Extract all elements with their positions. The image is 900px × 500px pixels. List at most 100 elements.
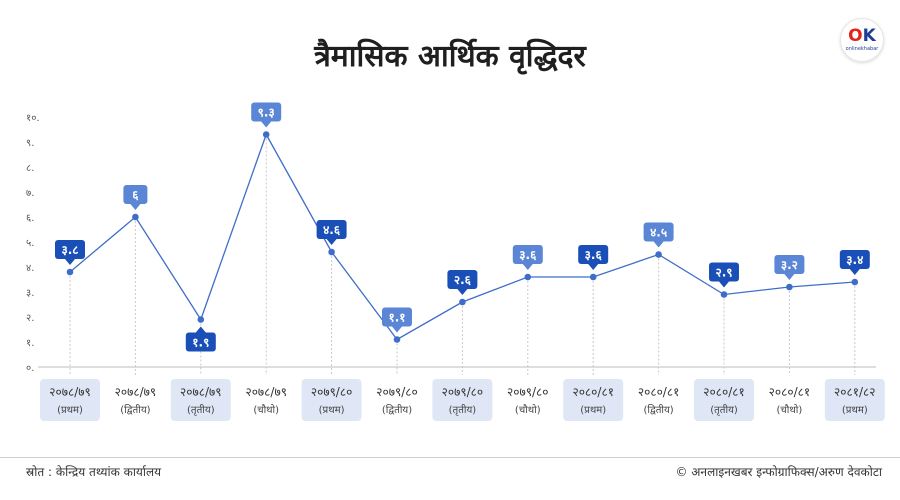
data-label-text: १.१ (388, 311, 405, 325)
x-category-quarter: (द्वितीय) (643, 404, 673, 416)
x-category-bg (40, 379, 100, 421)
data-label-text: ४.६ (323, 223, 341, 237)
x-category-year: २०७८/७९ (115, 385, 156, 399)
data-label: ४.६ (316, 220, 347, 245)
x-category-quarter: (द्वितीय) (382, 404, 412, 416)
x-category-quarter: (प्रथम) (319, 405, 345, 416)
x-category-year: २०७९/८० (442, 385, 483, 399)
data-label-pointer (522, 264, 533, 270)
data-label-pointer (457, 289, 468, 295)
data-label-text: ६ (132, 188, 139, 202)
x-category-quarter: (तृतीय) (449, 404, 477, 416)
y-tick-label: १. (26, 338, 34, 349)
x-category-quarter: (प्रथम) (580, 405, 606, 416)
data-label-text: ३.२ (781, 258, 798, 272)
x-category-bg (694, 379, 754, 421)
x-category: २०७८/७९ (तृतीय) (170, 379, 231, 421)
data-label: ३.४ (839, 250, 870, 275)
data-label-pointer (392, 326, 402, 333)
source-note: स्रोत : केन्द्रिय तथ्यांक कार्यालय (26, 465, 162, 479)
data-label-pointer (588, 264, 599, 270)
x-category-quarter: (चौथो) (253, 404, 279, 416)
data-label-pointer (195, 326, 206, 333)
data-label-text: ३.६ (519, 248, 537, 262)
data-label-text: ३.६ (585, 248, 603, 262)
data-label-text: ३.४ (846, 253, 863, 267)
x-category-bg (301, 379, 362, 421)
x-category-year: २०७९/८० (311, 385, 352, 399)
x-category: २०७९/८० (द्वितीय) (376, 385, 417, 416)
data-point (524, 273, 532, 281)
onlinekhabar-logo: OK onlinekhabar (840, 18, 884, 62)
data-label-box (251, 102, 282, 122)
x-category-year: २०८१/८२ (834, 385, 875, 399)
chart-title: त्रैमासिक आर्थिक वृद्धिदर (314, 39, 586, 74)
data-label-box (578, 245, 609, 264)
x-category-quarter: (प्रथम) (57, 405, 83, 416)
x-category: २०८०/८१ (प्रथम) (563, 379, 624, 421)
data-point (655, 251, 662, 258)
y-axis-ticks: ०. १. २. ३. ४. ५. ६. ७. ८. ९. १०. (26, 113, 40, 374)
data-point (459, 298, 466, 306)
data-label-text: १.९ (192, 336, 209, 350)
x-category-bg (432, 379, 493, 421)
data-label-pointer (130, 204, 141, 210)
x-category: २०८०/८१ (तृतीय) (694, 379, 754, 421)
data-label-box (839, 250, 870, 269)
x-category-year: २०७८/७९ (245, 385, 286, 399)
data-label-pointer (719, 281, 729, 288)
data-label-text: २.६ (454, 273, 472, 287)
data-label-text: ३.८ (61, 243, 78, 257)
y-tick-label: ८. (26, 163, 34, 174)
data-point (262, 131, 270, 138)
data-point (589, 273, 597, 281)
x-category-year: २०७८/७९ (180, 385, 221, 399)
x-category: २०७८/७९ (चौथो) (245, 385, 286, 416)
data-point (851, 278, 859, 286)
data-label-box (774, 255, 805, 274)
grid-layer (38, 134, 876, 375)
y-tick-label: १०. (26, 113, 40, 124)
x-category-quarter: (प्रथम) (842, 405, 868, 416)
y-tick-label: ७. (26, 188, 34, 199)
data-label-text: ९.३ (258, 106, 275, 120)
x-category: २०७९/८० (चौथो) (507, 385, 548, 416)
data-label-box (447, 270, 478, 289)
data-point (720, 291, 728, 298)
x-category: २०७८/७९ (प्रथम) (40, 379, 100, 421)
y-tick-label: ९. (26, 138, 34, 149)
x-category: २०८०/८१ (द्वितीय) (638, 385, 679, 416)
data-label-pointer (653, 241, 664, 248)
data-label-box (55, 240, 85, 259)
x-category-year: २०७९/८० (507, 385, 548, 399)
data-label: ३.६ (578, 245, 609, 270)
data-point (786, 283, 793, 291)
credit-note: © अनलाइनखबर इन्फोग्राफिक्स/अरुण देवकोटा (675, 465, 882, 479)
data-label: २.९ (709, 262, 739, 288)
x-category: २०८१/८२ (प्रथम) (824, 379, 885, 421)
x-category: २०८०/८१ (चौथो) (769, 385, 810, 416)
data-label-box (382, 307, 412, 327)
x-category: २०७९/८० (प्रथम) (301, 379, 362, 421)
data-label: १.९ (185, 326, 216, 352)
data-label: ९.३ (251, 102, 282, 128)
data-label-text: ४.५ (650, 226, 667, 240)
data-point (328, 248, 335, 256)
data-label: ३.८ (55, 240, 85, 265)
y-tick-label: ३. (26, 288, 34, 299)
data-label-box (123, 185, 148, 204)
y-tick-label: २. (26, 313, 34, 324)
data-point (132, 213, 139, 221)
data-point (66, 268, 74, 276)
data-label-text: २.९ (715, 266, 732, 280)
y-tick-label: ०. (26, 363, 34, 374)
x-category-quarter: (चौथो) (515, 404, 541, 416)
x-category-bg (563, 379, 624, 421)
data-point (393, 336, 401, 343)
data-label: ४.५ (643, 222, 674, 248)
series-line (69, 132, 855, 341)
x-category-bg (170, 379, 231, 421)
x-category-quarter: (द्वितीय) (120, 404, 150, 416)
x-category-year: २०८०/८१ (769, 385, 810, 399)
logo-wordmark: onlinekhabar (845, 46, 879, 52)
